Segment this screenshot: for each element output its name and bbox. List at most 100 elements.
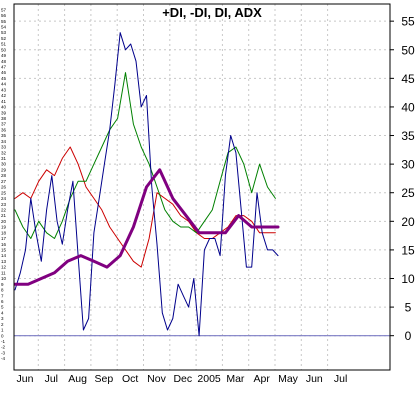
left-tick-label: 38 bbox=[1, 116, 7, 121]
left-tick-label: 56 bbox=[1, 13, 7, 18]
chart-title: +DI, -DI, DI, ADX bbox=[162, 5, 262, 20]
right-tick-label: 20 bbox=[401, 215, 415, 229]
left-tick-label: 27 bbox=[1, 179, 7, 184]
left-tick-label: 29 bbox=[1, 167, 7, 172]
right-tick-label: 55 bbox=[401, 15, 415, 29]
left-tick-label: 19 bbox=[1, 225, 7, 230]
left-tick-label: 21 bbox=[1, 213, 7, 218]
left-tick-label: 4 bbox=[1, 310, 4, 315]
left-tick-label: 6 bbox=[1, 299, 4, 304]
month-label: Aug bbox=[68, 373, 87, 385]
x-axis: Jun Jul Aug Sep Oct Nov Dec 2005 Mar Apr May Jun Jul bbox=[17, 373, 348, 385]
right-tick-label: 0 bbox=[405, 329, 412, 343]
left-tick-label: 20 bbox=[1, 219, 7, 224]
left-tick-label: -4 bbox=[1, 356, 5, 361]
left-tick-label: 54 bbox=[1, 24, 7, 29]
left-tick-label: 30 bbox=[1, 162, 7, 167]
left-tick-label: 23 bbox=[1, 202, 7, 207]
right-tick-label: 5 bbox=[405, 301, 412, 315]
month-label: May bbox=[278, 373, 299, 385]
series-line-4 bbox=[13, 168, 280, 286]
left-tick-label: 24 bbox=[1, 196, 7, 201]
series-line-2 bbox=[14, 72, 276, 239]
month-label: Jul bbox=[334, 373, 347, 385]
left-tick-label: 34 bbox=[1, 139, 7, 144]
month-label: Apr bbox=[254, 373, 271, 385]
left-tick-label: 0 bbox=[1, 333, 4, 338]
right-tick-label: 50 bbox=[401, 43, 415, 57]
left-tick-label: 43 bbox=[1, 87, 7, 92]
left-tick-label: 40 bbox=[1, 105, 7, 110]
left-tick-label: 35 bbox=[1, 133, 7, 138]
left-tick-label: -3 bbox=[1, 350, 5, 355]
left-tick-label: 45 bbox=[1, 76, 7, 81]
left-tick-label: 46 bbox=[1, 70, 7, 75]
left-axis: -4-3-2-101234567891011121314151617181920… bbox=[1, 7, 7, 361]
left-tick-label: 11 bbox=[1, 270, 6, 275]
right-tick-label: 40 bbox=[401, 100, 415, 114]
left-tick-label: 22 bbox=[1, 207, 7, 212]
month-label: Jul bbox=[45, 373, 58, 385]
left-tick-label: 50 bbox=[1, 47, 7, 52]
left-tick-label: 57 bbox=[1, 7, 7, 12]
left-tick-label: 13 bbox=[1, 259, 7, 264]
left-tick-label: 3 bbox=[1, 316, 4, 321]
right-tick-label: 45 bbox=[401, 72, 415, 86]
left-tick-label: 18 bbox=[1, 230, 7, 235]
left-tick-label: 2 bbox=[1, 322, 4, 327]
left-tick-label: -2 bbox=[1, 345, 5, 350]
left-tick-label: 33 bbox=[1, 145, 7, 150]
left-tick-label: 1 bbox=[1, 328, 4, 333]
left-tick-label: -1 bbox=[1, 339, 5, 344]
left-tick-label: 14 bbox=[1, 253, 7, 258]
left-tick-label: 16 bbox=[1, 242, 7, 247]
right-tick-label: 10 bbox=[401, 272, 415, 286]
left-tick-label: 7 bbox=[1, 293, 4, 298]
month-label: Oct bbox=[122, 373, 138, 385]
left-tick-label: 5 bbox=[1, 305, 4, 310]
month-label: Mar bbox=[226, 373, 245, 385]
left-tick-label: 51 bbox=[1, 42, 7, 47]
right-tick-label: 35 bbox=[401, 129, 415, 143]
month-label: Jun bbox=[306, 373, 323, 385]
left-tick-label: 49 bbox=[1, 53, 7, 58]
series-layer bbox=[13, 32, 280, 337]
series-line-1 bbox=[14, 146, 276, 268]
left-tick-label: 39 bbox=[1, 110, 7, 115]
left-tick-label: 41 bbox=[1, 99, 7, 104]
left-tick-label: 47 bbox=[1, 65, 7, 70]
plot-frame bbox=[13, 3, 391, 371]
right-tick-label: 15 bbox=[401, 243, 415, 257]
left-tick-label: 28 bbox=[1, 173, 7, 178]
right-axis: 0 5 10 15 20 25 30 35 40 45 50 55 bbox=[390, 15, 415, 343]
month-label: Dec bbox=[173, 373, 192, 385]
left-tick-label: 12 bbox=[1, 265, 7, 270]
left-tick-label: 37 bbox=[1, 122, 7, 127]
left-tick-label: 9 bbox=[1, 282, 4, 287]
month-label: 2005 bbox=[197, 373, 221, 385]
left-tick-label: 26 bbox=[1, 185, 7, 190]
left-tick-label: 8 bbox=[1, 288, 4, 293]
month-label: Sep bbox=[95, 373, 114, 385]
left-tick-label: 15 bbox=[1, 248, 7, 253]
left-tick-label: 52 bbox=[1, 36, 7, 41]
right-tick-label: 30 bbox=[401, 158, 415, 172]
series-line-3 bbox=[14, 32, 279, 337]
left-tick-label: 48 bbox=[1, 59, 7, 64]
month-label: Nov bbox=[147, 373, 166, 385]
left-tick-label: 53 bbox=[1, 30, 7, 35]
left-tick-label: 44 bbox=[1, 82, 7, 87]
right-tick-label: 25 bbox=[401, 186, 415, 200]
left-tick-label: 25 bbox=[1, 190, 7, 195]
left-tick-label: 10 bbox=[1, 276, 7, 281]
left-tick-label: 17 bbox=[1, 236, 7, 241]
left-tick-label: 55 bbox=[1, 19, 7, 24]
left-tick-label: 42 bbox=[1, 93, 7, 98]
left-tick-label: 32 bbox=[1, 150, 7, 155]
left-tick-label: 36 bbox=[1, 127, 7, 132]
left-tick-label: 31 bbox=[1, 156, 7, 161]
month-label: Jun bbox=[17, 373, 34, 385]
